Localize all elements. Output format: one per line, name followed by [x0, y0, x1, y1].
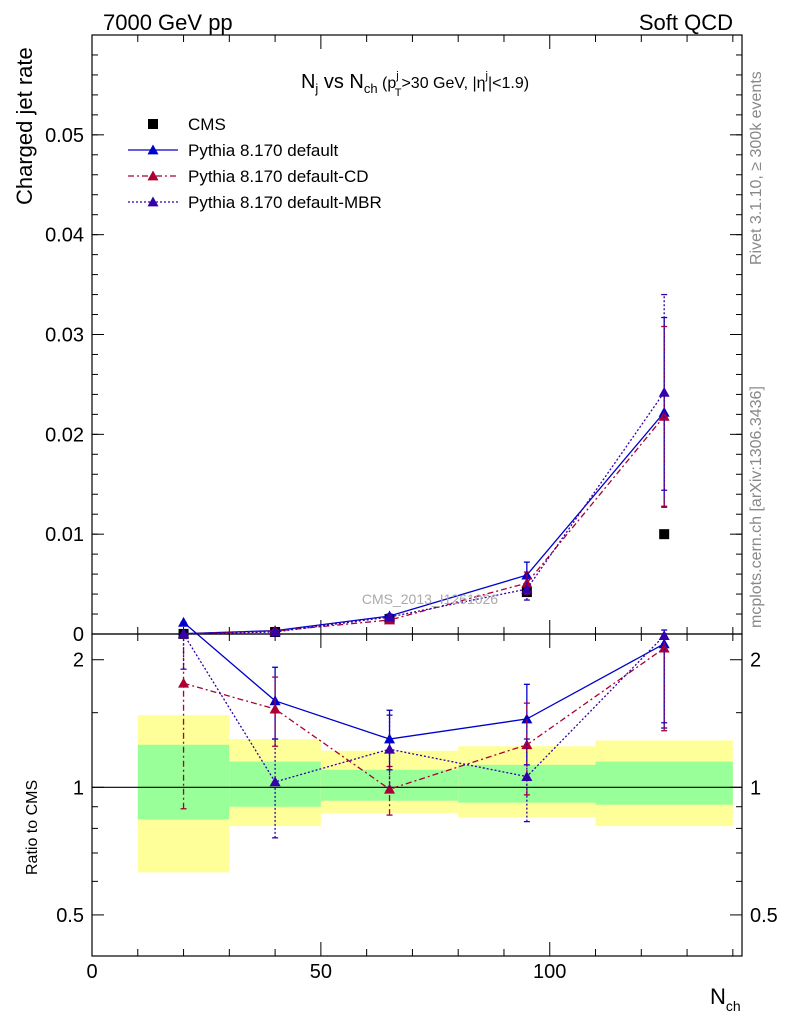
ratio-series-marker: [178, 677, 190, 688]
ratio-series-marker: [178, 628, 190, 639]
y-axis-label-top: Charged jet rate: [12, 47, 37, 205]
analysis-watermark: CMS_2013_I1261026: [362, 591, 498, 607]
x-tick-label: 100: [533, 961, 566, 983]
ratio-panel-series: [178, 616, 670, 839]
y-tick-label: 0.02: [45, 424, 84, 446]
header-left: 7000 GeV pp: [103, 10, 233, 35]
series-marker: [521, 583, 533, 594]
mcplots-label: mcplots.cern.ch [arXiv:1306.3436]: [748, 386, 765, 628]
ratio-tick-label-right: 2: [750, 650, 761, 672]
legend-marker-cms: [148, 119, 158, 129]
cms-data-point: [659, 529, 670, 540]
legend-marker: [147, 144, 159, 155]
ratio-series-marker: [521, 771, 533, 781]
legend-label: Pythia 8.170 default-MBR: [188, 193, 382, 212]
ratio-tick-label-left: 1: [73, 777, 84, 799]
ratio-series-marker: [384, 783, 396, 794]
band-inner: [595, 761, 733, 805]
legend-marker: [147, 170, 159, 181]
ratio-tick-label-left: 2: [73, 650, 84, 672]
ratio-series-marker: [178, 616, 190, 627]
series-marker: [269, 626, 281, 637]
y-tick-label: 0.04: [45, 225, 84, 247]
legend-label: CMS: [188, 115, 226, 134]
ratio-series-line: [183, 621, 665, 740]
y-axis-label-ratio: Ratio to CMS: [24, 780, 41, 875]
legend: CMS Pythia 8.170 default Pythia 8.170 defa…: [128, 115, 382, 212]
ratio-panel-frame: [91, 633, 743, 957]
series-marker: [658, 410, 670, 421]
ratio-uncertainty-bands: [137, 715, 733, 873]
y-tick-label: 0.03: [45, 325, 84, 347]
x-tick-label: 0: [86, 961, 97, 983]
series-marker: [658, 386, 670, 397]
legend-label: Pythia 8.170 default-CD: [188, 167, 369, 186]
top-panel-series: [178, 293, 670, 639]
legend-marker: [147, 196, 159, 207]
series-marker: [384, 611, 396, 622]
ratio-series-marker: [521, 713, 533, 724]
rivet-label: Rivet 3.1.10, ≥ 300k events: [748, 71, 765, 265]
ratio-series-marker: [658, 642, 670, 653]
header-right: Soft QCD: [639, 10, 733, 35]
main-title: Nj vs Nch (pj T>30 GeV, |ηj|<1.9): [301, 70, 529, 99]
x-tick-label: 50: [310, 961, 332, 983]
ratio-series-marker: [269, 703, 281, 714]
x-axis-label: Nch: [710, 984, 741, 1014]
y-tick-label: 0: [73, 624, 84, 646]
ratio-tick-label-right: 1: [750, 777, 761, 799]
series-line: [183, 392, 665, 635]
y-tick-label: 0.05: [45, 125, 84, 147]
legend-label: Pythia 8.170 default: [188, 141, 339, 160]
ratio-series-marker: [658, 630, 670, 641]
y-tick-label: 0.01: [45, 524, 84, 546]
axis-ticks: 0 0.01 0.02 0.03 0.04 0.05 0.5 0.5 1 1 2 2 0 50 100: [45, 34, 778, 983]
ratio-tick-label-right: 0.5: [750, 905, 778, 927]
ratio-series-marker: [384, 743, 396, 754]
ratio-tick-label-left: 0.5: [56, 905, 84, 927]
ratio-series-marker: [269, 776, 281, 787]
